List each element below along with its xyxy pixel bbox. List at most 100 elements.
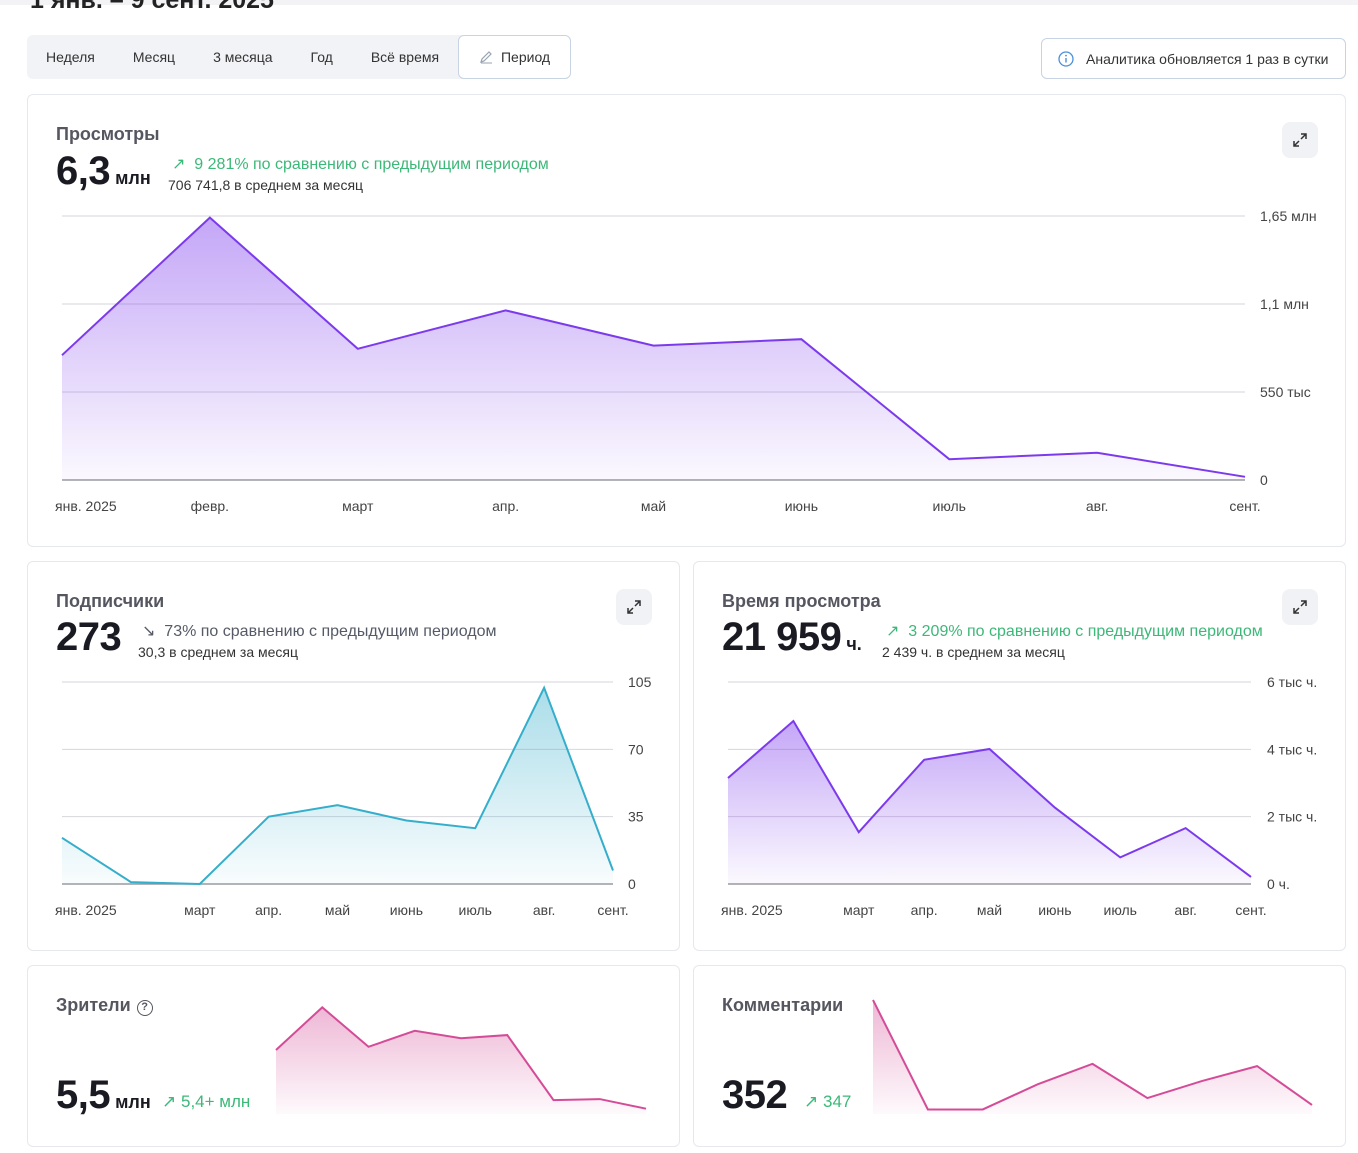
x-tick-label: июль xyxy=(933,498,966,514)
trend-up-icon: ↗ xyxy=(886,623,900,640)
x-tick-label: июль xyxy=(459,902,492,918)
watch-time-unit: ч. xyxy=(846,634,862,654)
pencil-icon xyxy=(480,51,492,64)
y-tick-label: 1,1 млн xyxy=(1260,296,1309,312)
watch-time-card: Время просмотра 21 959 ч. ↗ 3 209% по сра… xyxy=(693,561,1346,951)
subscribers-value-number: 273 xyxy=(56,615,122,659)
x-tick-label: май xyxy=(977,902,1002,918)
expand-icon xyxy=(1293,600,1307,614)
y-tick-label: 0 ч. xyxy=(1267,876,1290,892)
x-tick-label: сент. xyxy=(1235,902,1266,918)
area-fill xyxy=(873,1000,1312,1114)
x-tick-label: июнь xyxy=(785,498,818,514)
y-tick-label: 4 тыс ч. xyxy=(1267,741,1317,757)
views-comparison-text: 9 281% по сравнению с предыдущим периодо… xyxy=(194,156,549,173)
subscribers-comparison: ↘ 73% по сравнению с предыдущим периодом xyxy=(142,621,496,641)
period-tab-month[interactable]: Месяц xyxy=(132,49,176,65)
watch-time-chart: 6 тыс ч. 4 тыс ч. 2 тыс ч. 0 ч. янв. 2025 мар… xyxy=(721,674,1317,918)
trend-up-icon: ↗ xyxy=(804,1092,819,1111)
comments-value: 352 xyxy=(722,1073,788,1118)
period-tab-all-time[interactable]: Всё время xyxy=(370,49,440,65)
views-value: 6,3 млн xyxy=(56,149,151,194)
y-tick-label: 6 тыс ч. xyxy=(1267,674,1317,690)
watch-time-expand-button[interactable] xyxy=(1282,589,1318,625)
trend-up-icon: ↗ xyxy=(172,156,186,173)
x-tick-label: июль xyxy=(1104,902,1137,918)
period-tab-week[interactable]: Неделя xyxy=(46,49,95,65)
area-fill xyxy=(728,721,1251,884)
x-tick-label: авг. xyxy=(1086,498,1109,514)
x-tick-label: сент. xyxy=(597,902,628,918)
viewers-delta-text: 5,4+ млн xyxy=(180,1092,251,1111)
y-tick-label: 70 xyxy=(628,741,644,757)
subscribers-average: 30,3 в среднем за месяц xyxy=(138,644,299,660)
x-tick-label: июнь xyxy=(390,902,423,918)
info-icon xyxy=(1058,50,1074,67)
x-tick-label: авг. xyxy=(533,902,556,918)
info-banner: Аналитика обновляется 1 раз в сутки xyxy=(1041,38,1346,79)
x-tick-label: март xyxy=(843,902,875,918)
views-expand-button[interactable] xyxy=(1282,122,1318,158)
viewers-delta: ↗ 5,4+ млн xyxy=(162,1092,250,1112)
x-tick-label: май xyxy=(641,498,666,514)
views-comparison: ↗ 9 281% по сравнению с предыдущим перио… xyxy=(172,154,549,174)
x-tick-label: март xyxy=(342,498,374,514)
expand-icon xyxy=(1293,133,1307,147)
x-tick-label: июнь xyxy=(1038,902,1071,918)
views-unit: млн xyxy=(115,168,151,188)
x-tick-label: апр. xyxy=(255,902,282,918)
viewers-unit: млн xyxy=(115,1092,151,1112)
y-tick-label: 2 тыс ч. xyxy=(1267,809,1317,825)
subscribers-expand-button[interactable] xyxy=(616,589,652,625)
subscribers-card: Подписчики 273 ↘ 73% по сравнению с пред… xyxy=(27,561,680,951)
watch-time-average: 2 439 ч. в среднем за месяц xyxy=(882,644,1065,660)
help-icon[interactable]: ? xyxy=(136,1000,153,1016)
viewers-value: 5,5 млн xyxy=(56,1073,151,1118)
area-fill xyxy=(276,1007,646,1114)
watch-time-value: 21 959 ч. xyxy=(722,615,862,660)
period-custom-label: Период xyxy=(500,49,551,65)
period-tab-3months[interactable]: 3 месяца xyxy=(213,49,273,65)
page-title: 1 янв. – 9 сент. 2025 xyxy=(30,0,274,14)
views-average: 706 741,8 в среднем за месяц xyxy=(168,177,364,193)
expand-icon xyxy=(627,600,641,614)
viewers-title-text: Зрители xyxy=(56,995,131,1015)
viewers-sparkline xyxy=(275,1005,647,1114)
comments-value-number: 352 xyxy=(722,1073,788,1117)
top-divider xyxy=(0,0,1358,5)
comments-sparkline xyxy=(872,999,1313,1114)
period-custom-button[interactable]: Период xyxy=(458,35,571,79)
period-selector: Неделя Месяц 3 месяца Год Всё время Пери… xyxy=(27,35,571,79)
views-title: Просмотры xyxy=(56,124,160,144)
period-tab-year[interactable]: Год xyxy=(310,49,333,65)
y-tick-label: 35 xyxy=(628,809,644,825)
comments-delta: ↗ 347 xyxy=(804,1092,851,1112)
subscribers-value: 273 xyxy=(56,615,122,660)
viewers-value-number: 5,5 xyxy=(56,1073,111,1117)
subscribers-comparison-text: 73% по сравнению с предыдущим периодом xyxy=(164,623,497,640)
x-tick-label: янв. 2025 xyxy=(55,902,117,918)
y-tick-label: 550 тыс xyxy=(1260,384,1311,400)
views-value-number: 6,3 xyxy=(56,149,111,193)
x-tick-label: май xyxy=(325,902,350,918)
views-card: Просмотры 6,3 млн ↗ 9 281% по сравнению с… xyxy=(27,94,1346,547)
viewers-title: Зрители? xyxy=(56,995,153,1016)
y-tick-label: 1,65 млн xyxy=(1260,208,1317,224)
views-chart: 1,65 млн 1,1 млн 550 тыс 0 янв. 2025 февр. мар… xyxy=(55,208,1317,514)
trend-down-icon: ↘ xyxy=(142,623,156,640)
subscribers-chart: 105 70 35 0 янв. 2025 март апр. май июнь июль авг.… xyxy=(55,674,652,918)
viewers-card: Зрители? 5,5 млн ↗ 5,4+ млн xyxy=(27,965,680,1147)
comments-delta-text: 347 xyxy=(822,1092,852,1111)
area-fill xyxy=(62,687,613,884)
info-text: Аналитика обновляется 1 раз в сутки xyxy=(1086,50,1329,67)
x-tick-label: сент. xyxy=(1229,498,1260,514)
watch-time-comparison: ↗ 3 209% по сравнению с предыдущим перио… xyxy=(886,621,1263,641)
x-tick-label: март xyxy=(184,902,216,918)
watch-time-value-number: 21 959 xyxy=(722,615,842,659)
y-tick-label: 0 xyxy=(1260,472,1268,488)
trend-up-icon: ↗ xyxy=(162,1092,177,1111)
y-tick-label: 0 xyxy=(628,876,636,892)
x-tick-label: апр. xyxy=(911,902,938,918)
watch-time-title: Время просмотра xyxy=(722,591,881,611)
x-tick-label: авг. xyxy=(1174,902,1197,918)
